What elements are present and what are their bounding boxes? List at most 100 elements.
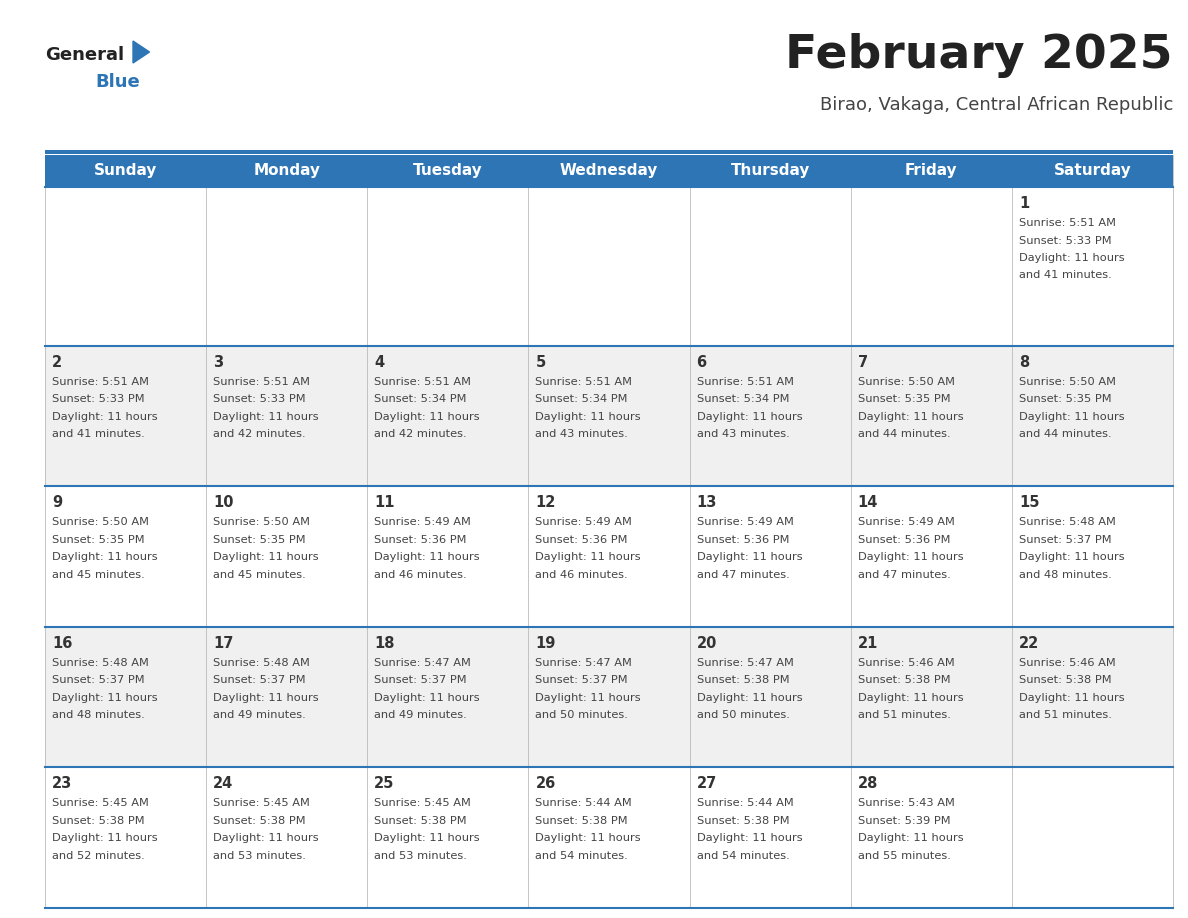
Text: Sunset: 5:35 PM: Sunset: 5:35 PM bbox=[52, 534, 145, 544]
Text: Daylight: 11 hours: Daylight: 11 hours bbox=[696, 553, 802, 562]
Text: Daylight: 11 hours: Daylight: 11 hours bbox=[213, 553, 318, 562]
Bar bbox=[45, 155, 1173, 187]
Bar bbox=[45, 627, 1173, 767]
Text: and 50 minutes.: and 50 minutes. bbox=[536, 711, 628, 721]
Text: 7: 7 bbox=[858, 354, 868, 370]
Text: Daylight: 11 hours: Daylight: 11 hours bbox=[858, 834, 963, 844]
Text: February 2025: February 2025 bbox=[785, 32, 1173, 77]
Text: Daylight: 11 hours: Daylight: 11 hours bbox=[1019, 693, 1125, 703]
Text: Daylight: 11 hours: Daylight: 11 hours bbox=[374, 553, 480, 562]
Text: Sunset: 5:34 PM: Sunset: 5:34 PM bbox=[374, 394, 467, 404]
Text: Daylight: 11 hours: Daylight: 11 hours bbox=[213, 693, 318, 703]
Text: 19: 19 bbox=[536, 636, 556, 651]
Text: and 41 minutes.: and 41 minutes. bbox=[52, 429, 145, 439]
Text: Sunset: 5:37 PM: Sunset: 5:37 PM bbox=[1019, 534, 1112, 544]
Text: Daylight: 11 hours: Daylight: 11 hours bbox=[858, 553, 963, 562]
Text: 11: 11 bbox=[374, 495, 394, 510]
Text: and 44 minutes.: and 44 minutes. bbox=[858, 429, 950, 439]
Text: and 43 minutes.: and 43 minutes. bbox=[696, 429, 789, 439]
Text: Sunset: 5:38 PM: Sunset: 5:38 PM bbox=[696, 676, 789, 686]
Text: Sunset: 5:39 PM: Sunset: 5:39 PM bbox=[858, 816, 950, 826]
Text: Sunrise: 5:44 AM: Sunrise: 5:44 AM bbox=[696, 799, 794, 809]
Text: 24: 24 bbox=[213, 777, 233, 791]
Text: 15: 15 bbox=[1019, 495, 1040, 510]
Text: Birao, Vakaga, Central African Republic: Birao, Vakaga, Central African Republic bbox=[820, 96, 1173, 114]
Text: Sunrise: 5:47 AM: Sunrise: 5:47 AM bbox=[696, 658, 794, 667]
Text: and 41 minutes.: and 41 minutes. bbox=[1019, 271, 1112, 281]
Text: Daylight: 11 hours: Daylight: 11 hours bbox=[374, 834, 480, 844]
Polygon shape bbox=[133, 41, 150, 63]
Text: Sunrise: 5:50 AM: Sunrise: 5:50 AM bbox=[52, 517, 148, 527]
Text: and 48 minutes.: and 48 minutes. bbox=[1019, 570, 1112, 579]
Text: Sunset: 5:34 PM: Sunset: 5:34 PM bbox=[696, 394, 789, 404]
Text: and 55 minutes.: and 55 minutes. bbox=[858, 851, 950, 861]
Text: and 54 minutes.: and 54 minutes. bbox=[536, 851, 628, 861]
Text: 16: 16 bbox=[52, 636, 72, 651]
Text: Sunrise: 5:47 AM: Sunrise: 5:47 AM bbox=[374, 658, 472, 667]
Text: and 53 minutes.: and 53 minutes. bbox=[213, 851, 307, 861]
Text: Daylight: 11 hours: Daylight: 11 hours bbox=[536, 411, 642, 421]
Text: and 45 minutes.: and 45 minutes. bbox=[52, 570, 145, 579]
Text: 21: 21 bbox=[858, 636, 878, 651]
Text: Sunrise: 5:51 AM: Sunrise: 5:51 AM bbox=[696, 376, 794, 386]
Text: 1: 1 bbox=[1019, 196, 1029, 211]
Text: Daylight: 11 hours: Daylight: 11 hours bbox=[858, 411, 963, 421]
Text: Sunset: 5:36 PM: Sunset: 5:36 PM bbox=[374, 534, 467, 544]
Text: Daylight: 11 hours: Daylight: 11 hours bbox=[52, 693, 158, 703]
Text: and 52 minutes.: and 52 minutes. bbox=[52, 851, 145, 861]
Text: Sunset: 5:38 PM: Sunset: 5:38 PM bbox=[696, 816, 789, 826]
Text: Sunset: 5:37 PM: Sunset: 5:37 PM bbox=[536, 676, 628, 686]
Text: Tuesday: Tuesday bbox=[413, 163, 482, 178]
Text: Sunset: 5:33 PM: Sunset: 5:33 PM bbox=[213, 394, 305, 404]
Text: Sunset: 5:35 PM: Sunset: 5:35 PM bbox=[858, 394, 950, 404]
Text: Daylight: 11 hours: Daylight: 11 hours bbox=[374, 693, 480, 703]
Bar bbox=[45, 767, 1173, 908]
Text: 27: 27 bbox=[696, 777, 716, 791]
Text: Sunrise: 5:51 AM: Sunrise: 5:51 AM bbox=[536, 376, 632, 386]
Text: and 51 minutes.: and 51 minutes. bbox=[1019, 711, 1112, 721]
Text: Sunrise: 5:49 AM: Sunrise: 5:49 AM bbox=[858, 517, 955, 527]
Text: Daylight: 11 hours: Daylight: 11 hours bbox=[696, 834, 802, 844]
Text: Daylight: 11 hours: Daylight: 11 hours bbox=[52, 553, 158, 562]
Text: 3: 3 bbox=[213, 354, 223, 370]
Text: Daylight: 11 hours: Daylight: 11 hours bbox=[536, 693, 642, 703]
Text: Daylight: 11 hours: Daylight: 11 hours bbox=[374, 411, 480, 421]
Text: Sunrise: 5:50 AM: Sunrise: 5:50 AM bbox=[213, 517, 310, 527]
Text: Daylight: 11 hours: Daylight: 11 hours bbox=[696, 693, 802, 703]
Text: and 47 minutes.: and 47 minutes. bbox=[858, 570, 950, 579]
Text: 5: 5 bbox=[536, 354, 545, 370]
Bar bbox=[45, 187, 1173, 345]
Text: Sunrise: 5:47 AM: Sunrise: 5:47 AM bbox=[536, 658, 632, 667]
Text: 18: 18 bbox=[374, 636, 394, 651]
Text: and 45 minutes.: and 45 minutes. bbox=[213, 570, 305, 579]
Text: Daylight: 11 hours: Daylight: 11 hours bbox=[696, 411, 802, 421]
Text: and 47 minutes.: and 47 minutes. bbox=[696, 570, 789, 579]
Text: 10: 10 bbox=[213, 495, 234, 510]
Text: 12: 12 bbox=[536, 495, 556, 510]
Text: and 51 minutes.: and 51 minutes. bbox=[858, 711, 950, 721]
Text: Sunset: 5:37 PM: Sunset: 5:37 PM bbox=[52, 676, 145, 686]
Text: Daylight: 11 hours: Daylight: 11 hours bbox=[52, 411, 158, 421]
Text: Sunrise: 5:43 AM: Sunrise: 5:43 AM bbox=[858, 799, 955, 809]
Text: Sunrise: 5:48 AM: Sunrise: 5:48 AM bbox=[1019, 517, 1116, 527]
Text: 26: 26 bbox=[536, 777, 556, 791]
Text: Sunrise: 5:51 AM: Sunrise: 5:51 AM bbox=[1019, 218, 1116, 228]
Text: Sunrise: 5:51 AM: Sunrise: 5:51 AM bbox=[52, 376, 148, 386]
Text: Sunrise: 5:49 AM: Sunrise: 5:49 AM bbox=[536, 517, 632, 527]
Text: Sunset: 5:36 PM: Sunset: 5:36 PM bbox=[858, 534, 950, 544]
Text: 28: 28 bbox=[858, 777, 878, 791]
Text: 2: 2 bbox=[52, 354, 62, 370]
Bar bbox=[45, 345, 1173, 487]
Text: Sunrise: 5:50 AM: Sunrise: 5:50 AM bbox=[1019, 376, 1116, 386]
Text: and 50 minutes.: and 50 minutes. bbox=[696, 711, 790, 721]
Text: General: General bbox=[45, 46, 124, 64]
Text: Daylight: 11 hours: Daylight: 11 hours bbox=[213, 411, 318, 421]
Text: 8: 8 bbox=[1019, 354, 1029, 370]
Text: 17: 17 bbox=[213, 636, 234, 651]
Text: Sunset: 5:38 PM: Sunset: 5:38 PM bbox=[374, 816, 467, 826]
Text: Sunset: 5:38 PM: Sunset: 5:38 PM bbox=[858, 676, 950, 686]
Text: and 42 minutes.: and 42 minutes. bbox=[213, 429, 305, 439]
Text: Daylight: 11 hours: Daylight: 11 hours bbox=[1019, 411, 1125, 421]
Text: Blue: Blue bbox=[95, 73, 140, 91]
Bar bbox=[45, 150, 1173, 154]
